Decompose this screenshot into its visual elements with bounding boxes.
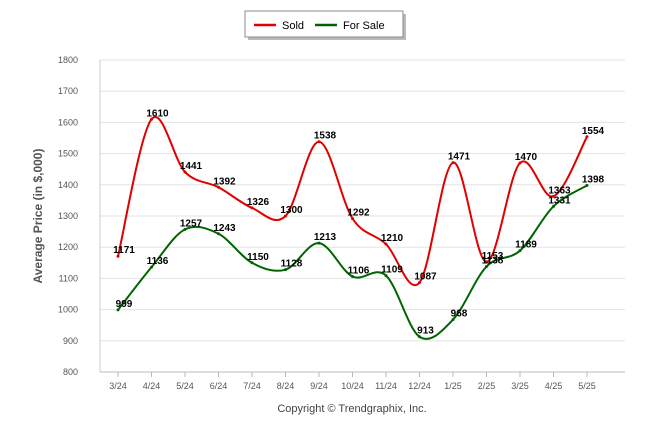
data-label-for-sale: 1128 bbox=[281, 259, 303, 270]
data-label-sold: 1210 bbox=[381, 233, 404, 244]
x-tick-label: 3/24 bbox=[109, 381, 127, 391]
data-label-for-sale: 1150 bbox=[247, 252, 269, 263]
y-tick-label: 1800 bbox=[58, 55, 78, 65]
y-axis: 800 900 1000 1100 1200 1300 1400 1500 1600 1700 18… bbox=[58, 55, 101, 377]
x-tick-label: 3/25 bbox=[511, 381, 529, 391]
data-label-for-sale: 1331 bbox=[548, 195, 571, 206]
x-axis: 3/24 4/24 5/24 6/24 7/24 8/24 9/24 10/24 11/24 12… bbox=[100, 371, 625, 391]
data-point-for-sale bbox=[250, 261, 254, 265]
data-label-for-sale: 1138 bbox=[482, 256, 504, 267]
x-tick-label: 8/24 bbox=[277, 381, 295, 391]
data-label-sold: 1300 bbox=[280, 205, 303, 216]
copyright-footer: Copyright © Trendgraphix, Inc. bbox=[277, 403, 426, 415]
data-point-sold bbox=[116, 254, 120, 258]
data-label-for-sale: 968 bbox=[451, 309, 468, 320]
y-tick-label: 1200 bbox=[58, 242, 78, 252]
data-point-sold bbox=[351, 216, 354, 220]
data-point-for-sale bbox=[217, 232, 220, 236]
legend-label-sold: Sold bbox=[282, 20, 304, 32]
data-point-for-sale bbox=[116, 308, 120, 312]
data-label-for-sale: 1257 bbox=[180, 218, 203, 229]
data-point-for-sale bbox=[418, 335, 421, 339]
data-label-sold: 1471 bbox=[448, 152, 471, 163]
data-label-for-sale: 1243 bbox=[213, 223, 236, 234]
data-label-for-sale: 999 bbox=[116, 299, 133, 310]
data-point-for-sale bbox=[150, 265, 153, 269]
data-point-sold bbox=[317, 140, 321, 144]
x-tick-label: 4/25 bbox=[545, 381, 563, 391]
data-point-for-sale bbox=[284, 268, 287, 272]
data-point-sold bbox=[217, 185, 220, 189]
x-tick-label: 7/24 bbox=[243, 381, 261, 391]
data-point-sold bbox=[518, 161, 522, 165]
data-labels: 1171 1610 1441 1392 1326 1300 1538 1292 1210 1087… bbox=[113, 108, 604, 336]
x-tick-label: 6/24 bbox=[210, 381, 228, 391]
series-lines bbox=[116, 116, 589, 340]
gridlines bbox=[100, 59, 625, 373]
x-tick-label: 4/24 bbox=[143, 381, 161, 391]
data-label-sold: 1363 bbox=[548, 185, 571, 196]
y-tick-label: 1000 bbox=[58, 305, 78, 315]
data-label-for-sale: 1136 bbox=[147, 256, 169, 267]
data-label-sold: 1392 bbox=[213, 176, 236, 187]
data-point-for-sale bbox=[552, 204, 555, 208]
data-label-sold: 1470 bbox=[515, 152, 538, 163]
data-point-for-sale bbox=[585, 183, 589, 187]
x-tick-label: 12/24 bbox=[408, 381, 431, 391]
y-tick-label: 800 bbox=[63, 367, 78, 377]
x-tick-label: 2/25 bbox=[478, 381, 496, 391]
data-label-sold: 1538 bbox=[314, 131, 337, 142]
data-label-for-sale: 1109 bbox=[381, 265, 403, 276]
x-tick-label: 1/25 bbox=[444, 381, 462, 391]
legend: Sold For Sale bbox=[244, 10, 406, 40]
data-point-sold bbox=[183, 170, 187, 174]
data-point-sold bbox=[585, 135, 589, 139]
data-point-sold bbox=[451, 161, 455, 165]
x-tick-label: 11/24 bbox=[375, 381, 397, 391]
y-tick-label: 1300 bbox=[58, 211, 78, 221]
data-point-for-sale bbox=[451, 318, 455, 322]
data-label-for-sale: 1189 bbox=[515, 240, 537, 251]
legend-label-for-sale: For Sale bbox=[343, 20, 385, 32]
data-point-sold bbox=[418, 280, 421, 284]
data-point-sold bbox=[250, 206, 254, 210]
data-point-sold bbox=[150, 117, 153, 121]
data-point-sold bbox=[552, 194, 555, 198]
y-axis-label: Average Price (in $,000) bbox=[31, 149, 45, 284]
data-point-for-sale bbox=[351, 275, 354, 279]
data-point-sold bbox=[485, 260, 488, 264]
x-tick-label: 10/24 bbox=[341, 381, 364, 391]
data-label-sold: 1292 bbox=[347, 207, 370, 218]
data-point-sold bbox=[384, 242, 388, 246]
data-label-sold: 1087 bbox=[414, 271, 437, 282]
data-label-for-sale: 1213 bbox=[314, 232, 337, 243]
data-label-sold: 1441 bbox=[180, 161, 203, 172]
data-label-sold: 1610 bbox=[146, 108, 169, 119]
data-point-for-sale bbox=[384, 274, 388, 278]
y-tick-label: 1500 bbox=[58, 149, 78, 159]
data-point-for-sale bbox=[183, 227, 187, 231]
data-label-sold: 1326 bbox=[247, 197, 270, 208]
data-point-for-sale bbox=[518, 249, 522, 253]
x-tick-label: 9/24 bbox=[310, 381, 328, 391]
y-tick-label: 900 bbox=[63, 336, 78, 346]
y-tick-label: 1100 bbox=[59, 273, 78, 283]
data-label-sold: 1171 bbox=[113, 245, 135, 256]
data-point-for-sale bbox=[485, 265, 488, 269]
data-label-for-sale: 913 bbox=[417, 326, 434, 337]
data-point-sold bbox=[284, 214, 287, 218]
data-label-for-sale: 1106 bbox=[348, 266, 370, 277]
data-point-for-sale bbox=[317, 241, 321, 245]
y-tick-label: 1400 bbox=[58, 180, 78, 190]
data-label-for-sale: 1398 bbox=[582, 174, 605, 185]
y-tick-label: 1700 bbox=[58, 86, 78, 96]
x-tick-label: 5/25 bbox=[578, 381, 596, 391]
x-tick-label: 5/24 bbox=[176, 381, 194, 391]
y-tick-label: 1600 bbox=[58, 117, 78, 127]
data-label-sold: 1554 bbox=[582, 126, 605, 137]
data-label-sold: 1153 bbox=[482, 251, 504, 262]
series-line-sold bbox=[117, 116, 588, 287]
